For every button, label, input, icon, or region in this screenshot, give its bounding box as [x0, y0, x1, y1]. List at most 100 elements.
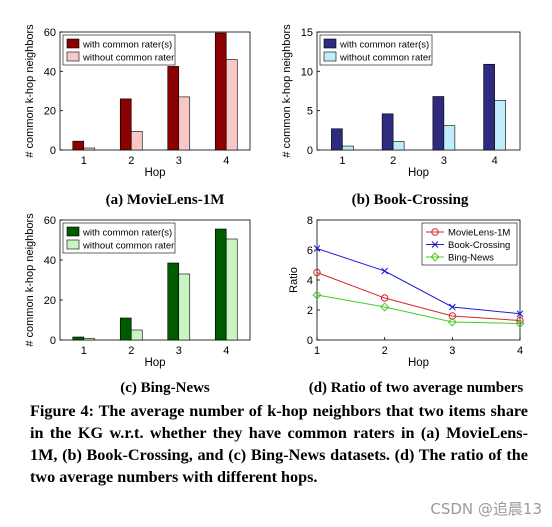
y-tick-label: 6: [307, 245, 313, 257]
y-axis-title: # common k-hop neighbors: [24, 213, 36, 347]
bar-with-common-rater: [167, 262, 180, 341]
panel-c-label: (c) Bing-News: [120, 380, 210, 396]
bar-without-common-rater: [178, 96, 191, 151]
bar-without-common-rater: [225, 238, 238, 341]
bar-with-common-rater: [167, 66, 180, 151]
y-axis-title: # common k-hop neighbors: [24, 24, 36, 158]
chart-a: 0 20 40 60 1 2 3 4 Hop # common k-hop neighbors wi…: [24, 24, 251, 179]
chart-d: 0 2 4 6 8 1 2 3 4 Hop Ratio MovieLens-1MBook-Crossi…: [288, 215, 525, 369]
bar-with-common-rater: [214, 32, 227, 151]
bar-without-common-rater: [83, 147, 96, 151]
bar-without-common-rater: [178, 273, 191, 341]
bar-with-common-rater: [72, 336, 85, 341]
legend-label: with common rater(s): [339, 40, 429, 51]
series-movielens-1m: [313, 268, 524, 325]
chart-c: 0 20 40 60 1 2 3 4 Hop # common k-hop neighbors wi…: [24, 213, 251, 369]
x-axis-title: Hop: [408, 357, 429, 369]
legend-label: Book-Crossing: [448, 240, 510, 251]
legend-swatch: [323, 38, 337, 49]
bar-with-common-rater: [381, 113, 394, 151]
legend-swatch: [323, 51, 337, 62]
x-tick-label: 1: [339, 155, 345, 167]
y-tick-label: 0: [50, 145, 56, 157]
panel-d-label: (d) Ratio of two average numbers: [308, 380, 524, 396]
y-tick-label: 40: [44, 66, 56, 78]
y-tick-label: 20: [44, 295, 56, 307]
bar-without-common-rater: [342, 145, 354, 151]
y-axis-title: # common k-hop neighbors: [281, 24, 293, 158]
legend: with common rater(s) without common rater: [62, 34, 176, 66]
y-tick-label: 0: [307, 145, 313, 157]
data-point-x: [381, 267, 389, 275]
y-tick-label: 10: [301, 66, 313, 78]
series-book-crossing: [313, 245, 524, 318]
legend-swatch: [66, 239, 80, 250]
x-tick-label: 3: [176, 345, 182, 357]
data-point-x: [313, 245, 321, 252]
bar-with-common-rater: [483, 63, 495, 151]
x-tick-label: 4: [492, 155, 498, 167]
legend-label: Bing-News: [448, 253, 494, 264]
data-point-diamond: [312, 290, 322, 300]
bar-without-common-rater: [130, 329, 143, 341]
x-axis-title: Hop: [144, 167, 165, 179]
x-tick-label: 2: [382, 345, 388, 357]
y-tick-label: 8: [307, 215, 313, 227]
legend-box: [319, 34, 433, 66]
data-point-diamond: [380, 302, 390, 312]
x-tick-label: 4: [223, 345, 229, 357]
x-tick-label: 3: [449, 345, 455, 357]
data-point-circle: [313, 268, 321, 277]
y-tick-label: 60: [44, 215, 56, 227]
series-bing-news: [312, 290, 525, 329]
bar-with-common-rater: [432, 96, 445, 151]
legend: with common rater(s) without common rater: [319, 34, 433, 66]
y-axis-title: Ratio: [288, 267, 300, 293]
y-tick-label: 4: [307, 275, 313, 287]
bar-without-common-rater: [443, 125, 456, 151]
data-point-circle: [380, 294, 389, 302]
plot-frame: [316, 31, 521, 151]
x-tick-label: 1: [314, 345, 320, 357]
data-point-x: [516, 310, 524, 318]
legend-swatch: [66, 38, 80, 49]
bar-with-common-rater: [72, 140, 85, 151]
y-tick-label: 0: [307, 335, 313, 347]
legend-label: MovieLens-1M: [448, 228, 510, 239]
bar-without-common-rater: [83, 338, 96, 341]
watermark: CSDN @追晨13: [430, 500, 542, 518]
series-line: [316, 294, 521, 324]
data-point-diamond: [447, 317, 457, 327]
bar-without-common-rater: [130, 131, 143, 151]
chart-b: 0 5 10 15 1 2 3 4 Hop # common k-hop neighbors wit…: [281, 24, 521, 179]
data-point-circle: [431, 228, 439, 236]
data-point-x: [448, 303, 456, 311]
bar-without-common-rater: [392, 141, 405, 151]
figure-caption: Figure 4: The average number of k-hop ne…: [30, 402, 528, 486]
plot-frame: [59, 31, 251, 151]
data-point-circle: [516, 316, 524, 325]
bar-with-common-rater: [331, 128, 343, 151]
y-tick-label: 60: [44, 27, 56, 39]
x-tick-label: 1: [81, 155, 87, 167]
legend-label: with common rater(s): [82, 40, 172, 51]
x-tick-label: 2: [390, 155, 396, 167]
y-tick-label: 40: [44, 255, 56, 267]
legend-box: [62, 34, 176, 66]
x-axis-title: Hop: [408, 167, 429, 179]
legend-label: with common rater(s): [82, 228, 172, 239]
legend-label: without common rater: [82, 241, 174, 252]
legend-swatch: [66, 51, 80, 62]
y-tick-label: 5: [307, 106, 313, 118]
x-tick-label: 1: [81, 345, 87, 357]
x-tick-label: 3: [441, 155, 447, 167]
series-line: [316, 248, 521, 315]
series-line: [316, 272, 521, 321]
legend-box: [62, 222, 176, 254]
panel-b-label: (b) Book-Crossing: [351, 192, 469, 208]
x-tick-label: 4: [517, 345, 523, 357]
x-tick-label: 2: [128, 155, 134, 167]
bar-with-common-rater: [119, 98, 132, 151]
